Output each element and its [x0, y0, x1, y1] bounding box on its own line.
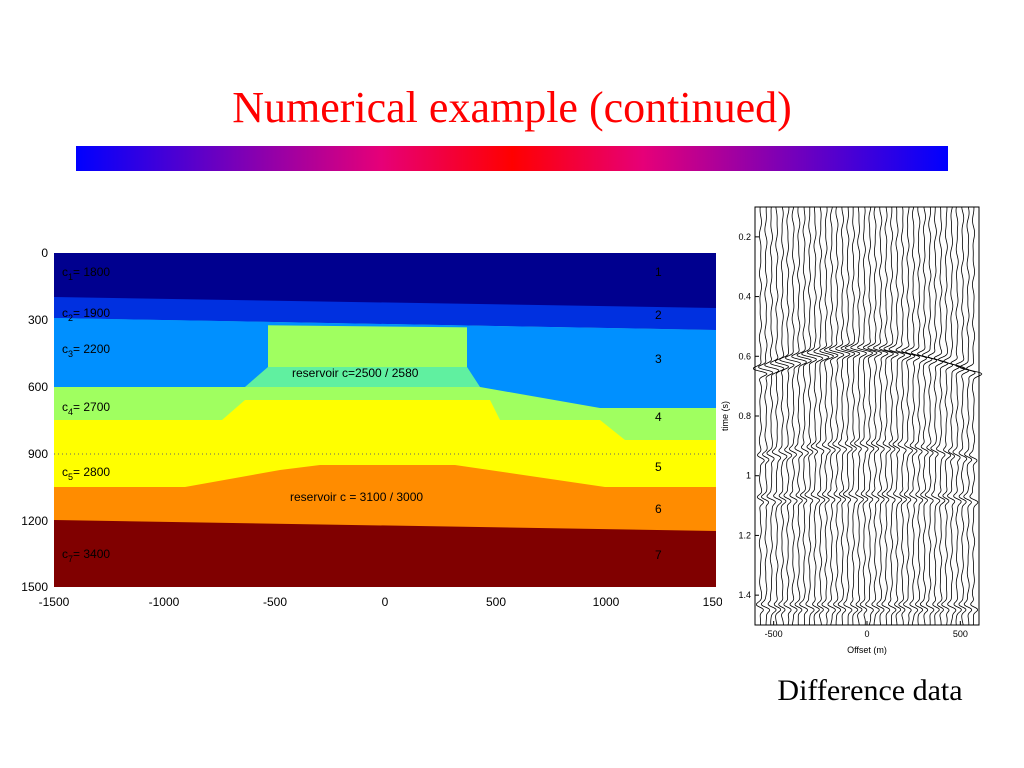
- y-tick-label: 0.4: [738, 292, 751, 302]
- wiggle-trace: [791, 206, 808, 626]
- wiggle-trace: [895, 206, 912, 626]
- wiggle-trace: [959, 206, 976, 626]
- wiggle-trace: [966, 207, 983, 626]
- wiggle-trace: [779, 206, 795, 626]
- wiggle-trace: [933, 206, 949, 625]
- wiggle-trace: [950, 206, 966, 626]
- y-tick-label: 1.4: [738, 590, 751, 600]
- reservoir-upper-region: [245, 367, 480, 387]
- x-tick-label: 1500: [703, 595, 722, 609]
- y-tick-label: 0.2: [738, 232, 751, 242]
- x-tick-label: -500: [765, 629, 783, 639]
- layer-number-2: 2: [655, 308, 662, 322]
- wiggle-trace: [819, 206, 835, 626]
- layer-label-7: c7= 3400: [62, 547, 110, 564]
- y-tick-label: 1200: [21, 514, 48, 528]
- wiggle-trace: [850, 206, 867, 626]
- layer-number-5: 5: [655, 460, 662, 474]
- wiggle-trace: [806, 207, 824, 626]
- layer-label-3: c3= 2200: [62, 342, 110, 359]
- seis-xlabel: Offset (m): [847, 645, 887, 655]
- layer-number-1: 1: [655, 265, 662, 279]
- wiggle-trace: [823, 206, 839, 626]
- wiggle-trace: [883, 206, 899, 626]
- wiggle-trace: [910, 206, 927, 626]
- y-tick-label: 1: [746, 471, 751, 481]
- wiggle-trace: [862, 206, 878, 626]
- seis-x-axis: -500 0 500: [765, 621, 968, 639]
- x-tick-label: 0: [864, 629, 869, 639]
- layer-number-6: 6: [655, 502, 662, 516]
- x-tick-label: 0: [382, 595, 389, 609]
- y-tick-label: 0: [41, 246, 48, 260]
- wiggle-trace: [857, 206, 874, 626]
- layer-label-5: c5= 2800: [62, 465, 110, 482]
- reservoir-upper-label: reservoir c=2500 / 2580: [292, 366, 419, 380]
- difference-data-chart: 0.20.40.60.811.21.4 -500 0 500 Offset (m) …: [720, 206, 983, 655]
- velocity-model-chart: c1= 1800 c2= 1900 c3= 2200 c4= 2700 c5= …: [21, 246, 722, 609]
- seis-y-axis: 0.2 0.4 0.6 0.8 1 1.2 1.4: [738, 232, 759, 600]
- y-tick-label: 0.8: [738, 411, 751, 421]
- wiggle-trace: [937, 206, 954, 626]
- x-tick-label: 500: [486, 595, 506, 609]
- wiggle-trace: [796, 206, 812, 626]
- y-tick-label: 0.6: [738, 351, 751, 361]
- wiggle-trace: [757, 206, 774, 626]
- layer-label-2: c2= 1900: [62, 306, 110, 323]
- title-gradient-bar: [76, 146, 948, 171]
- wiggle-trace: [888, 206, 906, 626]
- wiggle-trace: [764, 206, 780, 626]
- x-tick-label: 1000: [593, 595, 620, 609]
- y-tick-label: 900: [28, 447, 48, 461]
- wiggle-trace: [801, 206, 817, 626]
- wiggle-trace: [753, 206, 768, 626]
- y-tick-label: 1.2: [738, 530, 751, 540]
- x-tick-label: -1500: [39, 595, 70, 609]
- wiggle-trace: [905, 206, 921, 626]
- wiggle-trace: [954, 206, 970, 626]
- wiggle-trace: [901, 206, 916, 626]
- wiggle-trace: [878, 206, 894, 626]
- model-x-axis: -1500 -1000 -500 0 500 1000 1500: [39, 595, 722, 609]
- wiggle-trace: [921, 206, 938, 626]
- y-tick-label: 1500: [21, 580, 48, 594]
- layer-1-region: [54, 253, 716, 308]
- layer-number-7: 7: [655, 548, 662, 562]
- reservoir-lower-label: reservoir c = 3100 / 3000: [290, 490, 423, 504]
- wiggle-trace: [813, 206, 830, 626]
- layer-label-1: c1= 1800: [62, 265, 110, 282]
- layer-2b-region: [54, 318, 716, 330]
- layer-number-4: 4: [655, 410, 662, 424]
- wiggle-traces: [753, 206, 983, 626]
- wiggle-trace: [943, 206, 961, 626]
- wiggle-trace: [774, 206, 790, 626]
- x-tick-label: -500: [263, 595, 287, 609]
- layer-3-fill-right: [467, 326, 716, 408]
- wiggle-trace: [927, 206, 944, 626]
- wiggle-trace: [844, 206, 861, 626]
- layer-label-4: c4= 2700: [62, 400, 110, 417]
- layer-number-3: 3: [655, 352, 662, 366]
- wiggle-trace: [872, 206, 889, 626]
- wiggle-trace: [769, 206, 785, 626]
- difference-data-caption: Difference data: [777, 674, 963, 707]
- layer-3-fill-left: [54, 318, 268, 387]
- wiggle-trace: [828, 206, 845, 626]
- seis-ylabel: time (s): [720, 401, 730, 431]
- wiggle-trace: [784, 206, 801, 626]
- wiggle-trace: [867, 206, 883, 625]
- x-tick-label: -1000: [149, 595, 180, 609]
- wiggle-trace: [835, 206, 851, 626]
- x-tick-label: 500: [953, 629, 968, 639]
- wiggle-trace: [840, 206, 856, 626]
- slide-title: Numerical example (continued): [232, 83, 792, 132]
- y-tick-label: 300: [28, 313, 48, 327]
- wiggle-trace: [916, 206, 933, 626]
- y-tick-label: 600: [28, 380, 48, 394]
- model-y-axis: 0 300 600 900 1200 1500: [21, 246, 48, 594]
